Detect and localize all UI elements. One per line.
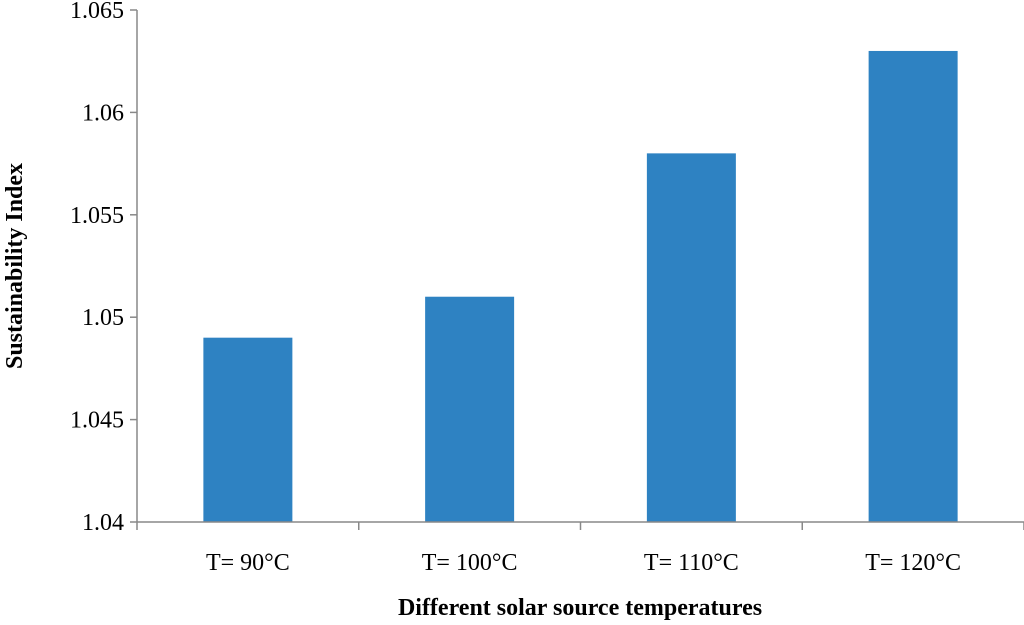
x-tick-label: T= 90°C: [206, 550, 290, 576]
y-tick-label: 1.06: [82, 100, 124, 126]
y-axis-title: Sustainability Index: [2, 163, 28, 369]
y-tick-label: 1.04: [82, 510, 124, 536]
x-tick-label: T= 100°C: [422, 550, 518, 576]
bar: [868, 50, 958, 523]
y-tick-label: 1.055: [70, 203, 124, 229]
bars-group: [203, 50, 958, 523]
bar: [646, 153, 736, 523]
x-tick-label: T= 110°C: [644, 550, 739, 576]
x-tick-label: T= 120°C: [865, 550, 961, 576]
x-axis-title: Different solar source temperatures: [398, 595, 762, 621]
bar: [203, 337, 293, 522]
y-tick-label: 1.045: [70, 408, 124, 434]
y-tick-label: 1.065: [70, 0, 124, 24]
x-ticks-group: T= 90°C T= 100°C T= 110°C T= 120°C: [136, 522, 1024, 576]
bar: [425, 296, 515, 522]
y-ticks-group: 1.04 1.045 1.05 1.055 1.06 1.065: [70, 0, 137, 536]
y-tick-label: 1.05: [82, 305, 124, 331]
